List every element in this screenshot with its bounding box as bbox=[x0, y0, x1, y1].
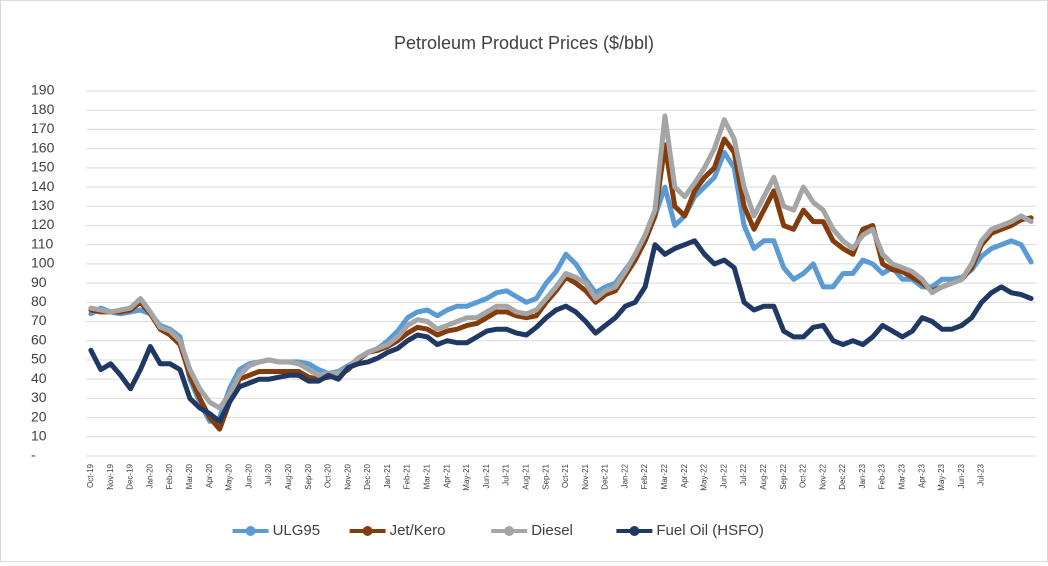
y-tick-label: - bbox=[31, 447, 36, 463]
legend-label: ULG95 bbox=[273, 522, 321, 539]
x-tick-label: Jan-21 bbox=[383, 463, 392, 488]
x-tick-label: Oct-20 bbox=[324, 463, 333, 488]
x-tick-label: Nov-21 bbox=[581, 463, 590, 489]
series-line bbox=[88, 113, 1034, 411]
legend-label: Diesel bbox=[531, 522, 573, 539]
y-tick-label: 90 bbox=[31, 274, 47, 290]
x-tick-label: Sep-22 bbox=[779, 463, 788, 489]
x-tick-label: Mar-23 bbox=[898, 463, 907, 489]
y-tick-label: 150 bbox=[31, 159, 55, 175]
x-tick-label: Dec-21 bbox=[601, 463, 610, 489]
x-tick-label: Jul-23 bbox=[977, 463, 986, 485]
y-tick-label: 140 bbox=[31, 178, 55, 194]
x-tick-label: Nov-19 bbox=[106, 463, 115, 489]
legend-item: Fuel Oil (HSFO) bbox=[616, 522, 764, 539]
x-tick-label: Jan-22 bbox=[620, 463, 629, 488]
y-tick-label: 170 bbox=[31, 120, 55, 136]
legend-label: Jet/Kero bbox=[390, 522, 446, 539]
x-tick-label: May-22 bbox=[700, 463, 709, 490]
y-tick-label: 120 bbox=[31, 216, 55, 232]
y-tick-label: 20 bbox=[31, 408, 47, 424]
y-tick-label: 80 bbox=[31, 293, 47, 309]
y-tick-label: 130 bbox=[31, 197, 55, 213]
legend-marker bbox=[629, 526, 640, 536]
x-tick-label: Oct-19 bbox=[86, 463, 95, 488]
x-tick-label: May-20 bbox=[225, 463, 234, 490]
y-tick-label: 60 bbox=[31, 331, 47, 347]
y-tick-label: 30 bbox=[31, 389, 47, 405]
x-tick-label: Apr-20 bbox=[205, 463, 214, 488]
x-tick-label: Jun-21 bbox=[482, 463, 491, 488]
x-tick-label: Dec-20 bbox=[363, 463, 372, 489]
y-tick-label: 160 bbox=[31, 139, 55, 155]
legend-marker bbox=[245, 526, 256, 536]
x-tick-label: Jul-20 bbox=[264, 463, 273, 485]
x-tick-label: Apr-22 bbox=[680, 463, 689, 488]
x-tick-label: Jul-22 bbox=[739, 463, 748, 485]
y-tick-label: 50 bbox=[31, 351, 47, 367]
y-tick-label: 100 bbox=[31, 255, 55, 271]
x-tick-label: Mar-20 bbox=[185, 463, 194, 489]
chart-title: Petroleum Product Prices ($/bbl) bbox=[394, 33, 654, 53]
x-tick-label: Mar-22 bbox=[660, 463, 669, 489]
y-tick-label: 10 bbox=[31, 427, 47, 443]
y-tick-label: 70 bbox=[31, 312, 47, 328]
x-tick-label: Mar-21 bbox=[423, 463, 432, 489]
x-tick-label: Feb-22 bbox=[640, 463, 649, 489]
legend-marker bbox=[504, 526, 515, 536]
x-tick-label: Feb-23 bbox=[878, 463, 887, 489]
x-tick-label: Feb-20 bbox=[165, 463, 174, 489]
legend-marker bbox=[362, 526, 373, 536]
x-tick-label: Apr-23 bbox=[917, 463, 926, 488]
x-tick-label: Nov-22 bbox=[818, 463, 827, 489]
x-tick-label: Oct-21 bbox=[561, 463, 570, 488]
y-tick-label: 190 bbox=[31, 82, 55, 98]
x-tick-label: Aug-20 bbox=[284, 463, 293, 489]
legend-item: ULG95 bbox=[232, 522, 321, 539]
x-tick-label: Jan-20 bbox=[145, 463, 154, 488]
y-tick-label: 40 bbox=[31, 370, 47, 386]
x-tick-label: Aug-22 bbox=[759, 463, 768, 489]
y-tick-label: 180 bbox=[31, 101, 55, 117]
x-tick-label: Apr-21 bbox=[442, 463, 451, 488]
x-tick-label: Jun-22 bbox=[719, 463, 728, 488]
x-tick-label: Jul-21 bbox=[502, 463, 511, 485]
legend-item: Diesel bbox=[491, 522, 573, 539]
x-tick-label: Jan-23 bbox=[858, 463, 867, 488]
x-tick-label: Feb-21 bbox=[403, 463, 412, 489]
x-tick-label: Dec-22 bbox=[838, 463, 847, 489]
x-tick-label: Jun-23 bbox=[957, 463, 966, 488]
x-tick-label: Nov-20 bbox=[343, 463, 352, 489]
series-line bbox=[88, 238, 1034, 424]
x-tick-label: May-23 bbox=[937, 463, 946, 490]
legend-label: Fuel Oil (HSFO) bbox=[656, 522, 764, 539]
legend-item: Jet/Kero bbox=[349, 522, 446, 539]
y-tick-label: 110 bbox=[31, 235, 54, 251]
x-tick-label: Sep-20 bbox=[304, 463, 313, 489]
x-tick-label: Jun-20 bbox=[244, 463, 253, 488]
x-tick-label: Dec-19 bbox=[126, 463, 135, 489]
x-tick-label: Oct-22 bbox=[799, 463, 808, 488]
x-tick-label: Aug-21 bbox=[521, 463, 530, 489]
x-tick-label: May-21 bbox=[462, 463, 471, 490]
x-tick-label: Sep-21 bbox=[541, 463, 550, 489]
